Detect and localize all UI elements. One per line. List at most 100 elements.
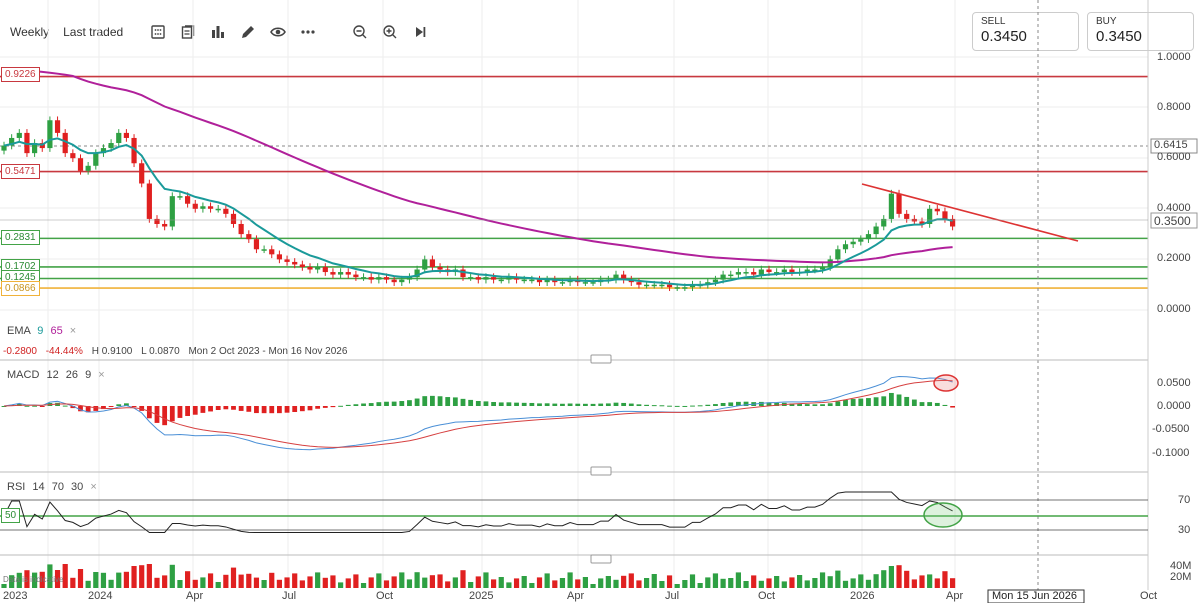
- price-type-selector[interactable]: Last traded: [63, 25, 124, 39]
- volume-bar: [827, 576, 833, 588]
- macd-histogram-bar: [613, 402, 619, 406]
- ema-remove-icon[interactable]: ×: [69, 325, 77, 337]
- chart-type-icon[interactable]: [205, 19, 231, 45]
- draw-icon[interactable]: [235, 19, 261, 45]
- volume-bar: [100, 572, 107, 588]
- volume-bar: [950, 578, 956, 588]
- macd-histogram-bar: [720, 402, 726, 406]
- volume-bar: [483, 572, 489, 588]
- macd-histogram-bar: [475, 400, 481, 406]
- macd-histogram-bar: [200, 406, 206, 413]
- candle-body: [108, 143, 114, 149]
- chart-toolbar: Weekly Last traded: [0, 0, 960, 64]
- volume-bar: [498, 577, 504, 588]
- crosshair-price-box: [1150, 138, 1198, 154]
- candle-body: [774, 272, 780, 274]
- macd-histogram-bar: [277, 406, 282, 414]
- more-icon[interactable]: [295, 19, 321, 45]
- macd-histogram-bar: [116, 404, 122, 406]
- macd-histogram-bar: [804, 404, 810, 406]
- macd-histogram-bar: [728, 402, 734, 406]
- candle-body: [192, 203, 198, 209]
- candle-body: [460, 269, 466, 278]
- skip-to-end-icon[interactable]: [407, 19, 433, 45]
- volume-bar: [865, 579, 872, 588]
- macd-histogram-bar: [889, 392, 894, 406]
- indicators-icon[interactable]: [175, 19, 201, 45]
- volume-bar: [858, 574, 864, 588]
- macd-histogram-bar: [215, 406, 221, 410]
- macd-histogram-bar: [667, 405, 672, 407]
- volume-bar: [238, 574, 244, 588]
- ema-legend: EMA 9 65 ×: [7, 325, 76, 337]
- volume-bar: [414, 572, 420, 588]
- candle-body: [1, 145, 7, 151]
- eye-icon[interactable]: [265, 19, 291, 45]
- buy-price: 0.3450: [1096, 28, 1142, 45]
- macd-histogram-bar: [299, 406, 305, 412]
- candle-body: [24, 132, 30, 154]
- zoom-out-icon[interactable]: [347, 19, 373, 45]
- candle-body: [529, 279, 535, 282]
- rsi-tick: 70: [1178, 494, 1191, 506]
- rsi-period: 14: [32, 481, 45, 493]
- candle-body: [919, 221, 925, 224]
- layout-icon[interactable]: [145, 19, 171, 45]
- candle-body: [383, 277, 390, 280]
- candle-body: [743, 272, 749, 274]
- macd-histogram-bar: [896, 394, 902, 406]
- macd-histogram-bar: [491, 402, 496, 406]
- volume-bar: [666, 575, 673, 588]
- volume-bar: [567, 572, 573, 588]
- candle-body: [422, 259, 428, 270]
- candle-body: [131, 137, 137, 164]
- volume-bar: [927, 574, 933, 588]
- volume-bar: [491, 579, 497, 588]
- volume-bar: [819, 572, 826, 588]
- volume-bar: [559, 578, 566, 588]
- volume-bar: [812, 578, 818, 588]
- macd-histogram-bar: [774, 402, 780, 406]
- sell-quote-button[interactable]: SELL 0.3450: [972, 12, 1079, 51]
- rsi-highlight-circle: [923, 502, 963, 528]
- volume-bar: [253, 577, 260, 588]
- macd-tick: -0.0500: [1152, 423, 1190, 435]
- candle-body: [498, 279, 504, 282]
- candle-body: [513, 277, 520, 280]
- descending-trendline: [861, 183, 1079, 242]
- macd-remove-icon[interactable]: ×: [98, 369, 105, 381]
- current-price-label: 0.3500: [1154, 214, 1191, 228]
- data-disclaimer: Data is indicative: [3, 575, 64, 584]
- candle-body: [506, 277, 512, 280]
- volume-bar: [85, 580, 91, 588]
- macd-legend: MACD 12 26 9 ×: [7, 369, 105, 381]
- rsi-remove-icon[interactable]: ×: [90, 481, 97, 493]
- candle-body: [292, 261, 298, 265]
- macd-histogram-bar: [736, 401, 741, 406]
- candle-body: [62, 132, 68, 154]
- volume-bar: [154, 577, 160, 588]
- candle-body: [613, 274, 619, 280]
- date-range: Mon 2 Oct 2023 - Mon 16 Nov 2026: [188, 346, 348, 357]
- macd-histogram-bar: [927, 402, 933, 406]
- buy-quote-button[interactable]: BUY 0.3450: [1087, 12, 1194, 51]
- volume-bar: [383, 580, 390, 588]
- candle-body: [819, 266, 826, 270]
- macd-histogram-bar: [322, 406, 328, 408]
- volume-bar: [728, 578, 734, 588]
- zoom-in-icon[interactable]: [377, 19, 403, 45]
- volume-bar: [544, 573, 550, 588]
- high-value: H 0.9100: [91, 346, 133, 357]
- volume-bar: [835, 570, 841, 588]
- level-tag-support-1: 0.2831: [1, 230, 40, 245]
- macd-histogram-bar: [430, 395, 435, 406]
- candle-body: [689, 284, 696, 288]
- interval-selector[interactable]: Weekly: [10, 25, 50, 39]
- volume-bar: [552, 580, 558, 588]
- volume-bar: [376, 573, 382, 588]
- price-tick: 0.4000: [1157, 202, 1191, 214]
- candle-body: [468, 277, 474, 279]
- candle-body: [32, 143, 38, 154]
- macd-histogram-bar: [407, 400, 412, 406]
